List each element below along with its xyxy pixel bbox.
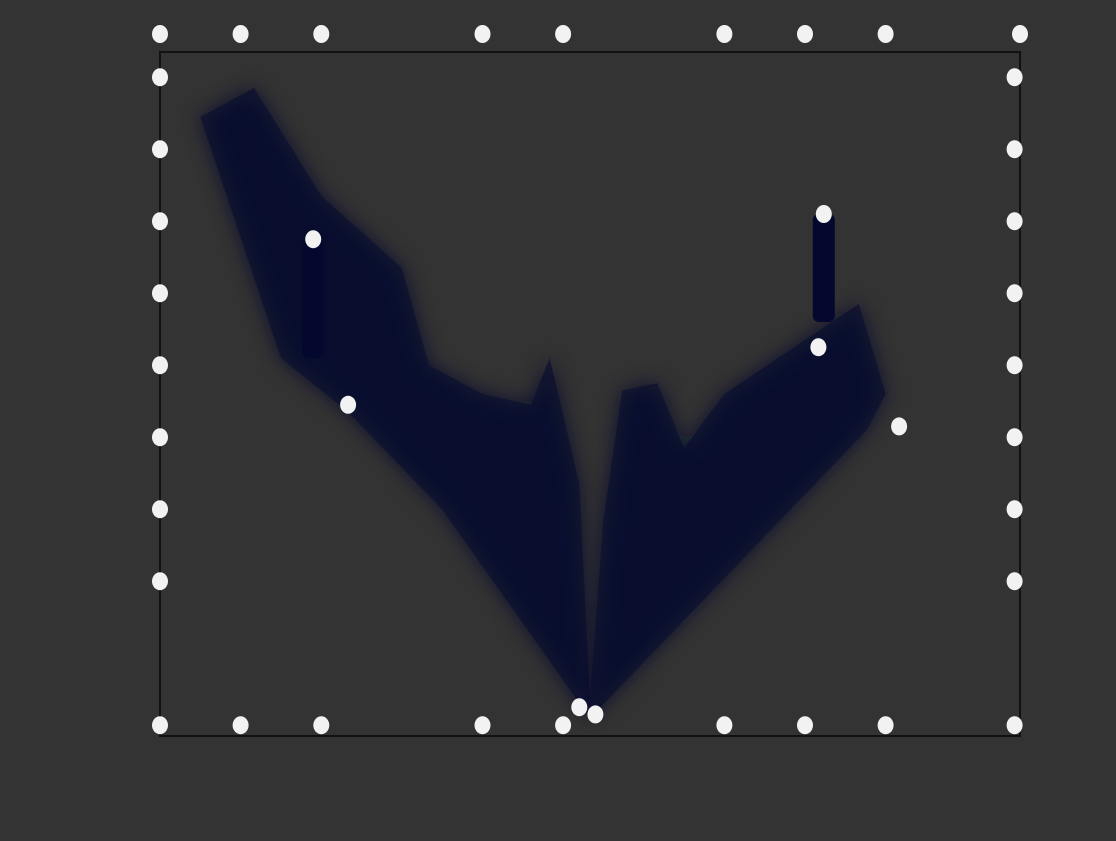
- data-point-8: [877, 25, 894, 43]
- data-point-7: [797, 25, 813, 43]
- data-point-9: [1012, 25, 1028, 43]
- data-point-30: [474, 716, 491, 735]
- data-point-19: [1006, 68, 1023, 87]
- data-point-41: [891, 417, 908, 436]
- data-point-26: [1006, 572, 1023, 591]
- data-point-12: [152, 212, 168, 231]
- data-point-16: [152, 500, 168, 519]
- data-point-4: [474, 25, 491, 43]
- data-point-31: [555, 716, 572, 735]
- data-point-34: [877, 716, 894, 735]
- data-point-29: [313, 716, 330, 735]
- data-point-17: [152, 572, 168, 591]
- data-point-10: [152, 68, 168, 87]
- data-point-37: [340, 395, 357, 414]
- density-region-1: [200, 88, 591, 718]
- data-point-2: [232, 25, 249, 43]
- data-point-36: [587, 705, 604, 724]
- data-point-23: [1006, 356, 1023, 375]
- data-point-14: [152, 356, 168, 375]
- data-point-6: [716, 25, 733, 43]
- data-point-27: [1006, 716, 1023, 735]
- data-point-28: [232, 716, 249, 735]
- density-region-2: [590, 304, 886, 718]
- data-point-24: [1006, 428, 1023, 447]
- data-point-40: [810, 338, 827, 357]
- data-point-35: [571, 698, 588, 717]
- data-point-21: [1006, 212, 1023, 231]
- data-point-32: [716, 716, 733, 735]
- data-point-5: [555, 25, 572, 43]
- data-point-1: [152, 25, 168, 43]
- data-point-15: [152, 428, 168, 447]
- plot-frame: [159, 51, 1021, 737]
- data-point-18: [152, 716, 168, 735]
- point-layer: [152, 25, 1028, 735]
- data-point-25: [1006, 500, 1023, 519]
- data-point-38: [305, 230, 322, 249]
- density-layer: [200, 88, 886, 718]
- data-point-11: [152, 140, 168, 159]
- data-point-20: [1006, 140, 1023, 159]
- data-point-33: [797, 716, 813, 735]
- data-point-3: [313, 25, 330, 43]
- density-band-2: [812, 214, 835, 322]
- band-layer: [302, 214, 835, 358]
- data-point-22: [1006, 284, 1023, 303]
- data-point-13: [152, 284, 168, 303]
- data-point-39: [815, 205, 832, 223]
- density-band-1: [302, 239, 325, 358]
